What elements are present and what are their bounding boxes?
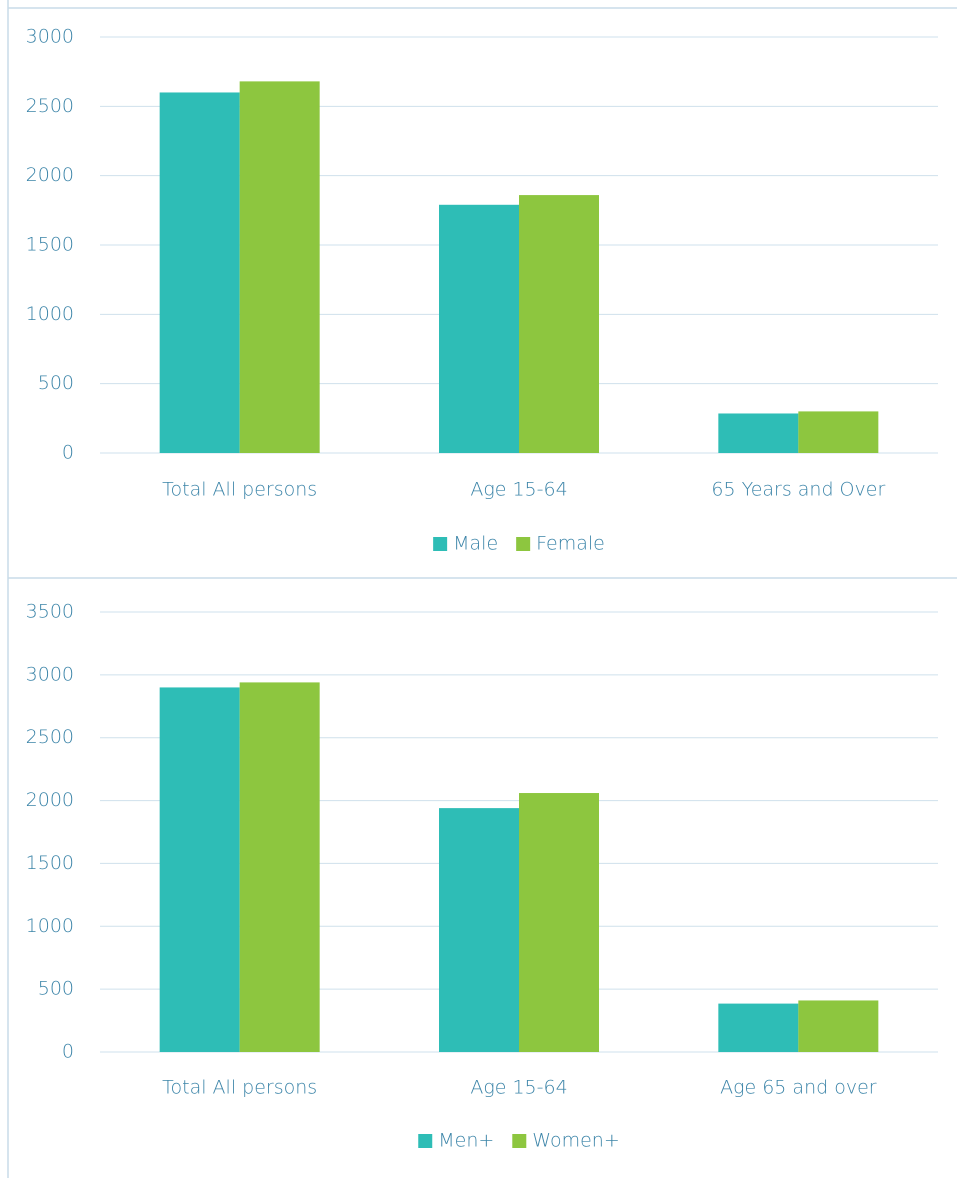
legend-swatch (418, 1134, 433, 1148)
x-tick-label: Age 15-64 (470, 479, 567, 501)
legend-swatch (512, 1134, 527, 1148)
bar (718, 1003, 799, 1052)
bar (798, 1000, 879, 1052)
y-tick-label: 0 (62, 1041, 74, 1063)
y-tick-label: 2000 (26, 789, 74, 811)
y-tick-label: 2500 (26, 95, 74, 117)
bar (439, 808, 519, 1052)
bar (519, 195, 599, 453)
y-tick-label: 500 (38, 978, 74, 1000)
y-tick-label: 0 (62, 442, 74, 464)
y-tick-label: 2500 (26, 726, 74, 748)
y-tick-label: 500 (38, 372, 74, 394)
y-tick-label: 3500 (26, 601, 74, 623)
bar (798, 411, 879, 453)
y-tick-label: 2000 (26, 164, 74, 186)
legend-label: Women+ (532, 1130, 619, 1152)
legend-swatch (433, 537, 448, 551)
legend-label: Male (453, 533, 498, 555)
x-tick-label: Total All persons (162, 479, 317, 501)
bar (239, 81, 320, 453)
bar (718, 413, 799, 453)
y-tick-label: 1000 (26, 915, 74, 937)
y-tick-label: 3000 (26, 663, 74, 685)
legend-swatch (516, 537, 531, 551)
y-tick-label: 3000 (26, 26, 74, 48)
x-tick-label: Age 15-64 (470, 1077, 567, 1099)
x-tick-label: Total All persons (162, 1077, 317, 1099)
y-tick-label: 1000 (26, 303, 74, 325)
bar (159, 92, 240, 453)
y-tick-label: 1500 (26, 234, 74, 256)
legend-label: Men+ (438, 1130, 494, 1152)
legend-label: Female (536, 533, 605, 555)
y-tick-label: 1500 (26, 852, 74, 874)
bar (159, 687, 240, 1052)
bar (519, 793, 599, 1052)
bar (439, 204, 519, 453)
bar (239, 682, 320, 1052)
x-tick-label: 65 Years and Over (711, 479, 885, 501)
x-tick-label: Age 65 and over (720, 1077, 877, 1099)
